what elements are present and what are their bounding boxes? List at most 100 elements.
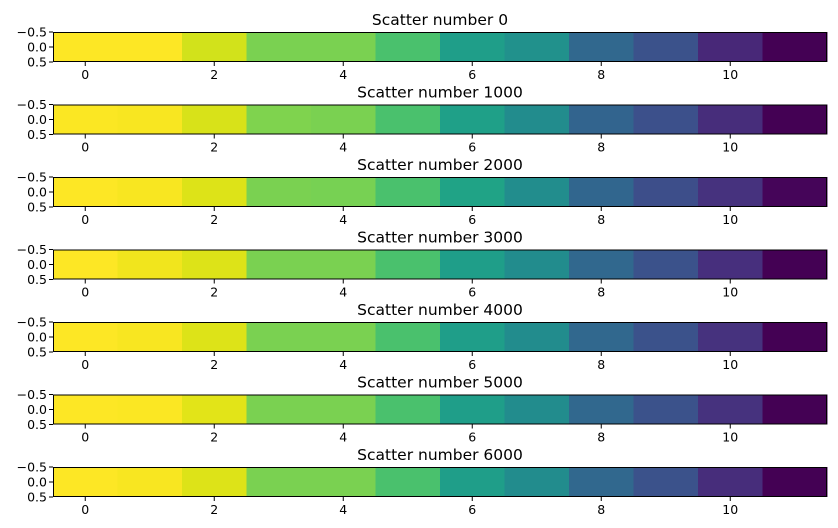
x-tick-label: 0 (81, 285, 89, 300)
panel-title: Scatter number 1000 (357, 84, 523, 102)
heatmap-cell (440, 249, 505, 280)
x-tick-label: 8 (597, 502, 605, 517)
x-tick-label: 10 (722, 357, 738, 372)
heatmap-cell (53, 394, 118, 425)
y-tick-label: 0.0 (27, 257, 47, 272)
heatmap-cell (569, 32, 634, 62)
heatmap-cell (440, 104, 505, 135)
heatmap-panel-0: Scatter number 0 0 2 4 6 8 10 −0.50.00.5 (17, 11, 828, 82)
heatmap-cell (633, 394, 699, 425)
heatmap-cell (117, 249, 183, 280)
heatmap-cell (504, 467, 570, 497)
panel-title: Scatter number 6000 (357, 446, 523, 464)
y-tick-label: 0.5 (27, 417, 47, 432)
heatmap-cell (698, 322, 763, 352)
x-tick-label: 10 (722, 140, 738, 155)
heatmap-cell (440, 32, 505, 62)
y-tick-label: −0.5 (17, 170, 47, 185)
y-tick-label: 0.5 (27, 272, 47, 287)
heatmap-cell (53, 322, 118, 352)
x-tick-label: 10 (722, 67, 738, 82)
heatmap-cell (53, 467, 118, 497)
heatmap-cell (440, 394, 505, 425)
x-tick-label: 6 (468, 357, 476, 372)
heatmap-cell (440, 467, 505, 497)
heatmap-cell (633, 249, 699, 280)
heatmap-cell (117, 104, 183, 135)
x-tick-label: 4 (339, 67, 347, 82)
x-tick-label: 0 (81, 67, 89, 82)
heatmap-panel-6: Scatter number 6000 0 2 4 6 8 10 −0.50.00.5 (17, 446, 828, 517)
x-tick-label: 2 (210, 502, 218, 517)
heatmap-cell (762, 249, 828, 280)
x-tick-label: 4 (339, 212, 347, 227)
x-tick-label: 10 (722, 212, 738, 227)
heatmap-cell (504, 322, 570, 352)
y-tick-label: −0.5 (17, 242, 47, 257)
heatmap-cell (311, 32, 376, 62)
heatmap-cell (698, 249, 763, 280)
axes-frame (53, 467, 827, 497)
heatmap-cell (182, 249, 247, 280)
y-tick-label: 0.0 (27, 40, 47, 55)
y-tick-label: 0.0 (27, 112, 47, 127)
y-tick-label: 0.5 (27, 55, 47, 70)
heatmap-cell (375, 322, 441, 352)
heatmap-cell (440, 322, 505, 352)
y-tick-label: 0.5 (27, 490, 47, 505)
x-tick-label: 8 (597, 357, 605, 372)
panel-title: Scatter number 5000 (357, 374, 523, 392)
axes-frame (53, 394, 827, 425)
heatmap-cell (311, 104, 376, 135)
heatmap-cell (698, 467, 763, 497)
heatmap-cell (569, 249, 634, 280)
x-tick-label: 6 (468, 140, 476, 155)
x-tick-label: 8 (597, 67, 605, 82)
heatmap-cell (698, 394, 763, 425)
heatmap-cell (698, 177, 763, 207)
y-tick-label: 0.0 (27, 402, 47, 417)
heatmap-cell (762, 32, 828, 62)
heatmap-cell (182, 177, 247, 207)
heatmap-cell (53, 177, 118, 207)
heatmap-cell (504, 249, 570, 280)
heatmap-cell (633, 467, 699, 497)
heatmap-cell (375, 32, 441, 62)
heatmap-cell (762, 394, 828, 425)
heatmap-panel-1: Scatter number 1000 0 2 4 6 8 10 −0.50.00.5 (17, 84, 828, 155)
y-tick-label: 0.0 (27, 330, 47, 345)
x-tick-label: 6 (468, 212, 476, 227)
x-tick-label: 0 (81, 212, 89, 227)
y-tick-label: 0.5 (27, 200, 47, 215)
heatmap-cell (375, 104, 441, 135)
heatmap-cell (504, 177, 570, 207)
axes-frame (53, 32, 827, 62)
heatmap-cell (504, 32, 570, 62)
heatmap-cell (182, 322, 247, 352)
heatmap-cell (569, 104, 634, 135)
heatmap-cell (440, 177, 505, 207)
heatmap-cell (182, 104, 247, 135)
x-tick-label: 4 (339, 357, 347, 372)
panel-title: Scatter number 3000 (357, 229, 523, 247)
heatmap-cell (182, 394, 247, 425)
heatmap-cell (246, 249, 312, 280)
heatmap-cell (182, 467, 247, 497)
panel-title: Scatter number 4000 (357, 301, 523, 319)
heatmap-cell (117, 467, 183, 497)
x-tick-label: 2 (210, 357, 218, 372)
y-tick-label: 0.0 (27, 475, 47, 490)
panel-title: Scatter number 2000 (357, 156, 523, 174)
axes-frame (53, 104, 827, 135)
x-tick-label: 0 (81, 140, 89, 155)
heatmap-cell (53, 104, 118, 135)
x-tick-label: 2 (210, 285, 218, 300)
heatmap-cell (504, 104, 570, 135)
y-tick-label: −0.5 (17, 387, 47, 402)
x-tick-label: 2 (210, 67, 218, 82)
x-tick-label: 6 (468, 430, 476, 445)
heatmap-cell (182, 32, 247, 62)
y-tick-label: −0.5 (17, 460, 47, 475)
x-tick-label: 2 (210, 140, 218, 155)
y-tick-label: −0.5 (17, 97, 47, 112)
